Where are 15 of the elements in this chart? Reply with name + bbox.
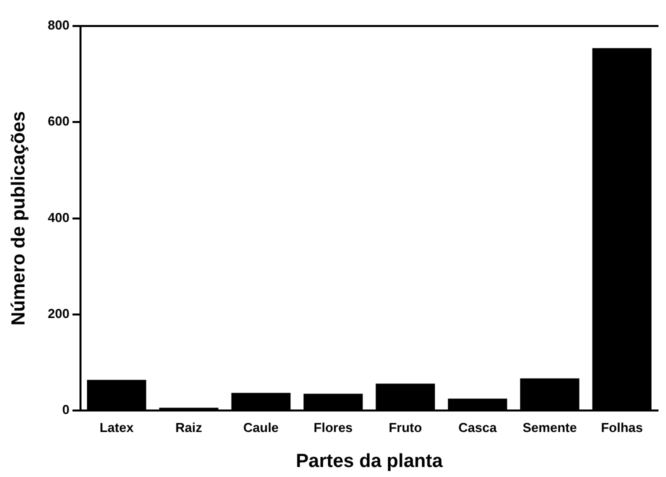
y-tick-label: 800	[48, 18, 70, 33]
y-tick-label: 200	[48, 306, 70, 322]
x-tick-label: Flores	[314, 420, 353, 435]
x-axis-title: Partes da planta	[296, 450, 444, 472]
x-tick-label: Raiz	[175, 420, 203, 435]
x-tick-label: Fruto	[388, 420, 422, 435]
x-tick-label: Latex	[100, 420, 134, 435]
y-tick-label: 600	[48, 114, 70, 129]
x-tick-label: Caule	[243, 420, 279, 435]
y-tick-label: 400	[48, 210, 70, 225]
y-axis-title: Número de publicações	[8, 111, 30, 326]
x-tick-label: Folhas	[600, 420, 643, 435]
y-tick-label: 0	[62, 402, 70, 418]
x-tick-label: Casca	[458, 420, 498, 435]
x-tick-label: Semente	[522, 420, 577, 435]
